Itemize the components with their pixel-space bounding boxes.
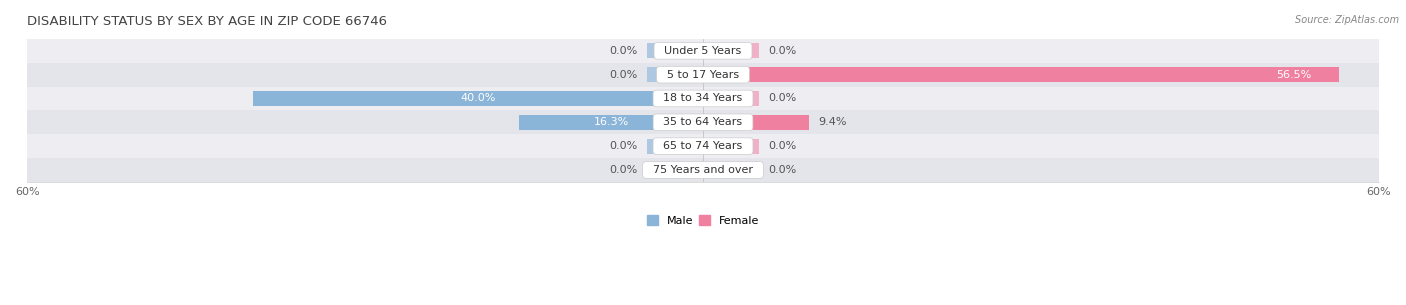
- Bar: [647, 43, 703, 58]
- Bar: [647, 115, 703, 130]
- Text: 0.0%: 0.0%: [609, 165, 638, 175]
- Text: 0.0%: 0.0%: [768, 141, 797, 151]
- Text: Source: ZipAtlas.com: Source: ZipAtlas.com: [1295, 15, 1399, 25]
- Bar: [27, 63, 1379, 87]
- Text: 75 Years and over: 75 Years and over: [645, 165, 761, 175]
- Bar: [27, 110, 1379, 134]
- Bar: [703, 43, 759, 58]
- Bar: [27, 39, 1379, 63]
- Bar: [253, 91, 703, 106]
- Bar: [647, 91, 703, 106]
- Text: 16.3%: 16.3%: [593, 117, 628, 127]
- Text: 5 to 17 Years: 5 to 17 Years: [659, 70, 747, 80]
- Text: 35 to 64 Years: 35 to 64 Years: [657, 117, 749, 127]
- Bar: [647, 139, 703, 153]
- Bar: [703, 67, 759, 82]
- Text: 0.0%: 0.0%: [609, 46, 638, 56]
- Text: 0.0%: 0.0%: [609, 141, 638, 151]
- Text: 18 to 34 Years: 18 to 34 Years: [657, 93, 749, 103]
- Text: 56.5%: 56.5%: [1275, 70, 1312, 80]
- Bar: [647, 67, 703, 82]
- Bar: [27, 134, 1379, 158]
- Bar: [703, 115, 759, 130]
- Text: 65 to 74 Years: 65 to 74 Years: [657, 141, 749, 151]
- Text: 0.0%: 0.0%: [768, 93, 797, 103]
- Bar: [519, 115, 703, 130]
- Text: 0.0%: 0.0%: [768, 46, 797, 56]
- Text: DISABILITY STATUS BY SEX BY AGE IN ZIP CODE 66746: DISABILITY STATUS BY SEX BY AGE IN ZIP C…: [27, 15, 387, 28]
- Bar: [27, 87, 1379, 110]
- Bar: [703, 163, 759, 178]
- Legend: Male, Female: Male, Female: [643, 211, 763, 231]
- Bar: [27, 158, 1379, 182]
- Bar: [647, 163, 703, 178]
- Bar: [703, 115, 808, 130]
- Bar: [703, 91, 759, 106]
- Bar: [703, 67, 1340, 82]
- Text: 40.0%: 40.0%: [460, 93, 495, 103]
- Text: 0.0%: 0.0%: [768, 165, 797, 175]
- Text: 9.4%: 9.4%: [818, 117, 846, 127]
- Bar: [703, 139, 759, 153]
- Text: 0.0%: 0.0%: [609, 70, 638, 80]
- Text: Under 5 Years: Under 5 Years: [658, 46, 748, 56]
